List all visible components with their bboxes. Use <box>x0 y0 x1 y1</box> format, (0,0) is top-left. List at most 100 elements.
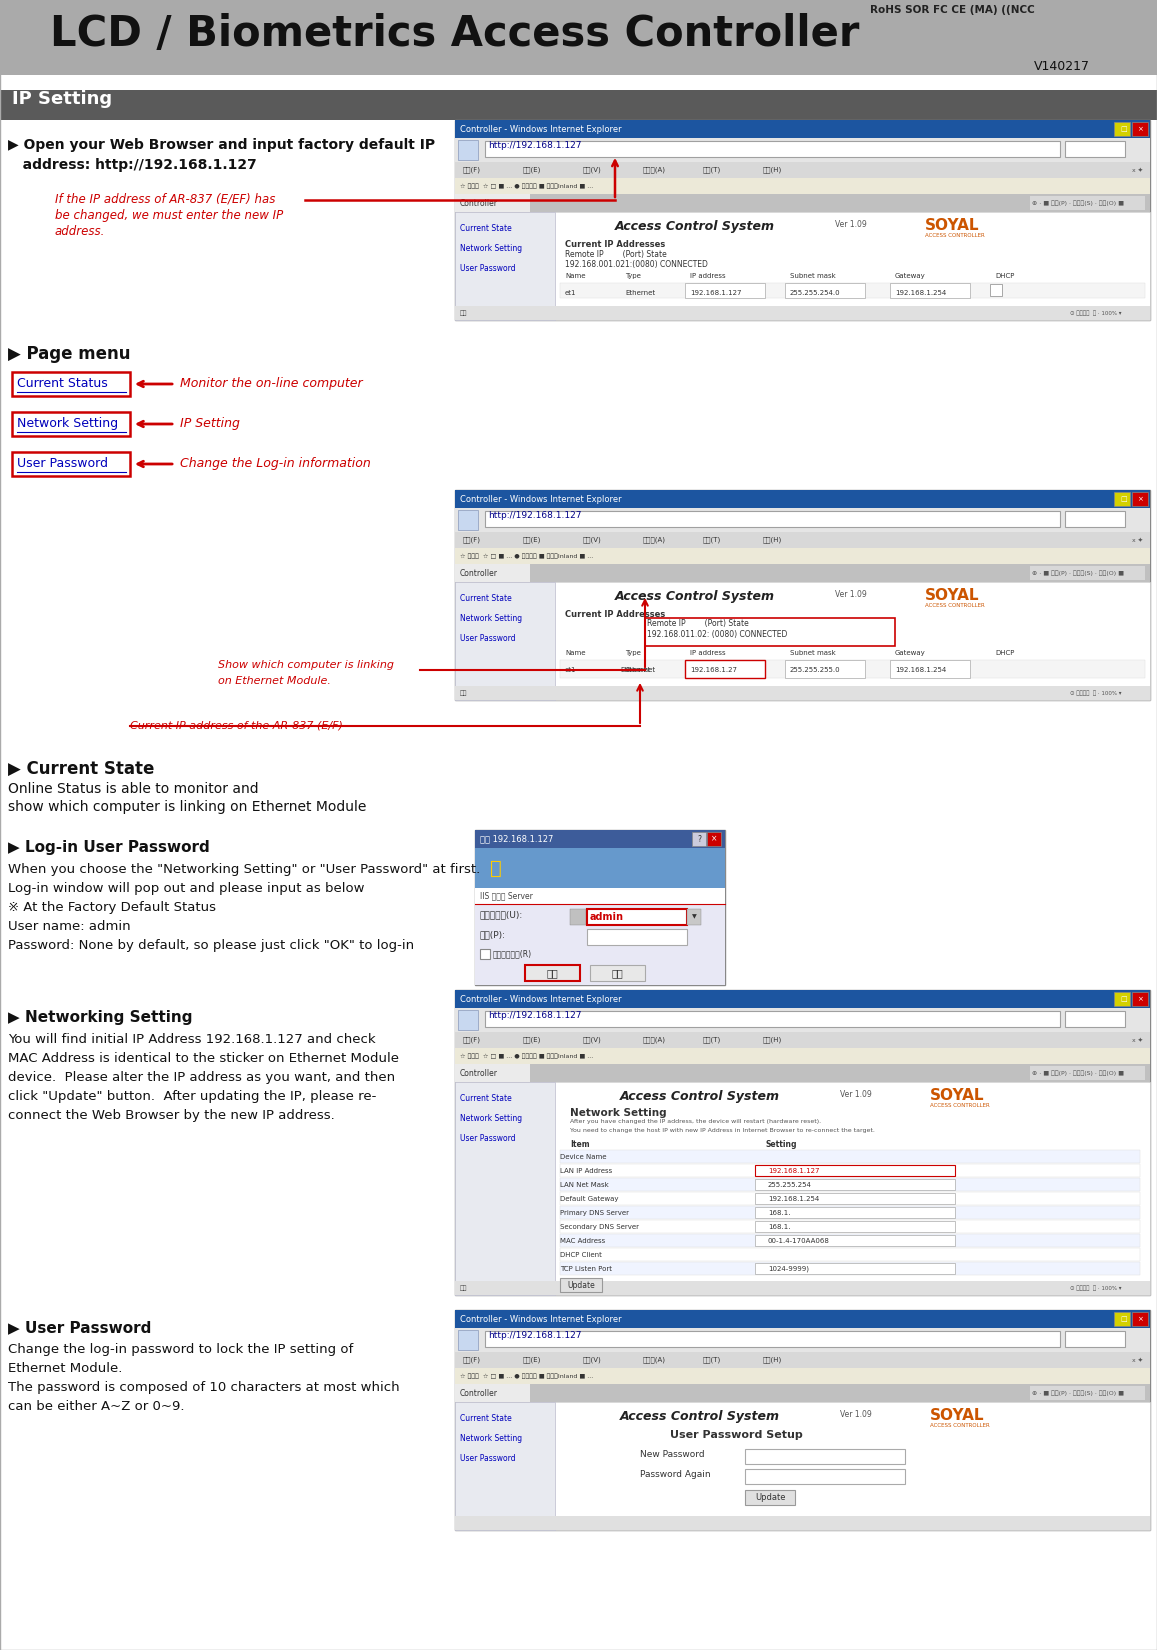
Text: Controller: Controller <box>460 569 498 578</box>
Text: Current IP Addresses: Current IP Addresses <box>565 239 665 249</box>
Bar <box>745 1468 905 1483</box>
Text: on Ethernet Module.: on Ethernet Module. <box>218 676 331 686</box>
Bar <box>455 490 1150 700</box>
Text: Device Name: Device Name <box>560 1153 606 1160</box>
Text: Log-in window will pop out and please input as below: Log-in window will pop out and please in… <box>8 883 364 894</box>
Text: Gateway: Gateway <box>896 650 926 657</box>
Bar <box>560 1150 1140 1163</box>
Bar <box>480 949 491 959</box>
Text: Secondary DNS Server: Secondary DNS Server <box>560 1224 639 1229</box>
Bar <box>990 284 1002 295</box>
Text: User Password: User Password <box>17 457 108 470</box>
Text: Subnet mask: Subnet mask <box>790 650 835 657</box>
Text: 查看(F): 查看(F) <box>463 167 481 173</box>
Text: Current State: Current State <box>460 224 511 233</box>
Bar <box>455 1031 1150 1048</box>
Text: RoHS SOR FC CE (MA) ((NCC: RoHS SOR FC CE (MA) ((NCC <box>870 5 1034 15</box>
Bar <box>455 1064 530 1082</box>
Bar <box>1064 512 1125 526</box>
Text: ▶ Current State: ▶ Current State <box>8 761 154 779</box>
Bar <box>1132 122 1148 135</box>
Text: 192.168.011.02: (0080) CONNECTED: 192.168.011.02: (0080) CONNECTED <box>647 630 788 639</box>
Bar <box>756 1180 955 1190</box>
Bar <box>890 660 970 678</box>
Text: □: □ <box>1121 497 1127 502</box>
Text: Remote IP        (Port) State: Remote IP (Port) State <box>565 251 666 259</box>
Text: Network Setting: Network Setting <box>460 1434 522 1444</box>
Text: Update: Update <box>567 1280 595 1290</box>
Text: et1: et1 <box>565 290 576 295</box>
Text: □: □ <box>1121 997 1127 1002</box>
Text: Name: Name <box>565 272 585 279</box>
Text: Controller - Windows Internet Explorer: Controller - Windows Internet Explorer <box>460 124 621 134</box>
Text: 查看(F): 查看(F) <box>463 1036 481 1043</box>
Bar <box>756 1234 955 1246</box>
Bar <box>485 1011 1060 1026</box>
Bar <box>12 412 130 436</box>
Bar <box>485 140 1060 157</box>
Bar <box>756 1165 955 1176</box>
Text: http://192.168.1.127: http://192.168.1.127 <box>488 512 582 520</box>
Bar <box>476 830 725 848</box>
Text: 取消: 取消 <box>611 969 622 978</box>
Text: be changed, we must enter the new IP: be changed, we must enter the new IP <box>56 210 283 223</box>
Text: Controller: Controller <box>460 198 498 208</box>
Bar <box>745 1449 905 1464</box>
Text: 工具(T): 工具(T) <box>703 167 721 173</box>
Text: LCD / Biometrics Access Controller: LCD / Biometrics Access Controller <box>50 13 860 54</box>
Text: SOYAL: SOYAL <box>924 218 980 233</box>
Text: You will find initial IP Address 192.168.1.127 and check: You will find initial IP Address 192.168… <box>8 1033 376 1046</box>
Bar <box>570 909 585 926</box>
Bar <box>455 582 1150 700</box>
Text: Network Setting: Network Setting <box>570 1109 666 1119</box>
Bar <box>455 1310 1150 1530</box>
Text: ▼: ▼ <box>692 914 697 919</box>
Text: ×: × <box>1137 497 1143 502</box>
Bar <box>476 888 725 904</box>
Text: Ethernet: Ethernet <box>625 667 655 673</box>
Bar <box>455 548 1150 564</box>
Text: Ver 1.09: Ver 1.09 <box>840 1091 871 1099</box>
Text: Access Control System: Access Control System <box>620 1091 780 1102</box>
Bar <box>455 1048 1150 1064</box>
Bar <box>455 582 555 700</box>
Text: ☆ 收藏夹  ☆ □ ■ ... ● 台灣地圖 ■ 气象局Inland ■ ...: ☆ 收藏夹 ☆ □ ■ ... ● 台灣地圖 ■ 气象局Inland ■ ... <box>460 553 594 559</box>
Text: http://192.168.1.127: http://192.168.1.127 <box>488 1332 582 1340</box>
Bar <box>692 832 706 846</box>
Text: DHCP: DHCP <box>995 650 1015 657</box>
Bar <box>756 1262 955 1274</box>
Text: ACCESS CONTROLLER: ACCESS CONTROLLER <box>930 1422 989 1427</box>
Text: Name: Name <box>565 650 585 657</box>
Bar <box>476 830 725 985</box>
Bar <box>1030 1066 1145 1081</box>
Bar <box>1064 1332 1125 1346</box>
Text: ☆ 收藏夹  ☆ □ ■ ... ● 台灣地圖 ■ 气象局Inland ■ ...: ☆ 收藏夹 ☆ □ ■ ... ● 台灣地圖 ■ 气象局Inland ■ ... <box>460 1373 594 1379</box>
Text: When you choose the "Networking Setting" or "User Password" at first.: When you choose the "Networking Setting"… <box>8 863 480 876</box>
Bar <box>745 1490 795 1505</box>
Text: http://192.168.1.127: http://192.168.1.127 <box>488 1011 582 1020</box>
Bar <box>455 120 1150 320</box>
Text: 00-1.4-170AA068: 00-1.4-170AA068 <box>768 1238 830 1244</box>
Text: User name: admin: User name: admin <box>8 921 131 932</box>
Text: 完成: 完成 <box>460 690 467 696</box>
Bar <box>455 195 1150 211</box>
Bar <box>784 660 865 678</box>
Bar <box>1064 140 1125 157</box>
Text: connect the Web Browser by the new IP address.: connect the Web Browser by the new IP ad… <box>8 1109 334 1122</box>
Text: 查看(F): 查看(F) <box>463 536 481 543</box>
Bar <box>455 490 1150 508</box>
Text: ×: × <box>710 835 717 843</box>
Text: 168.1.: 168.1. <box>768 1209 790 1216</box>
Text: Ethernet: Ethernet <box>620 667 650 673</box>
Text: ⊕ · ■ 网页(P) · 安全性(S) · 工具(O) ■: ⊕ · ■ 网页(P) · 安全性(S) · 工具(O) ■ <box>1032 571 1123 576</box>
Text: You need to change the host IP with new IP Address in Internet Browser to re-con: You need to change the host IP with new … <box>570 1129 875 1134</box>
Text: Controller - Windows Internet Explorer: Controller - Windows Internet Explorer <box>460 995 621 1003</box>
Text: TCP Listen Port: TCP Listen Port <box>560 1266 612 1272</box>
Text: LAN Net Mask: LAN Net Mask <box>560 1181 609 1188</box>
Text: device.  Please alter the IP address as you want, and then: device. Please alter the IP address as y… <box>8 1071 396 1084</box>
Text: 工具(T): 工具(T) <box>703 1036 721 1043</box>
Bar <box>455 120 1150 139</box>
Bar <box>560 1206 1140 1219</box>
Bar <box>687 909 701 926</box>
Bar <box>560 660 1145 678</box>
